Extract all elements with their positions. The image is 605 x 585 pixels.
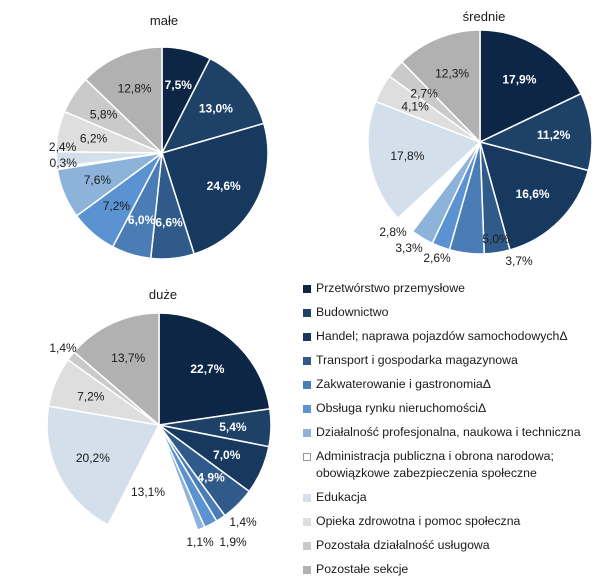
data-label: 5,8% xyxy=(90,107,118,121)
data-label: 13,1% xyxy=(131,485,165,499)
legend-swatch xyxy=(303,332,311,341)
data-label: 5,4% xyxy=(219,420,247,434)
data-label: 3,7% xyxy=(505,254,533,268)
data-label: 20,2% xyxy=(76,451,110,465)
legend-swatch xyxy=(303,284,311,293)
legend-swatch xyxy=(303,308,311,317)
legend-label: Handel; naprawa pojazdów samochodowychΔ xyxy=(316,329,568,343)
legend-swatch xyxy=(303,493,311,502)
legend-item: Handel; naprawa pojazdów samochodowychΔ xyxy=(303,328,603,345)
data-label: 6,6% xyxy=(155,216,183,230)
legend-item: Administracja publiczna i obrona narodow… xyxy=(303,448,603,482)
pie-slice xyxy=(107,423,199,538)
data-label: 16,6% xyxy=(516,187,550,201)
data-label: 5,0% xyxy=(482,232,510,246)
legend-item: Obsługa rynku nieruchomościΔ xyxy=(303,400,603,417)
legend-item: Budownictwo xyxy=(303,304,603,321)
legend-item: Zakwaterowanie i gastronomiaΔ xyxy=(303,376,603,393)
data-label: 1,9% xyxy=(219,535,247,549)
legend-label: Przetwórstwo przemysłowe xyxy=(316,281,465,295)
data-label: 13,7% xyxy=(111,351,145,365)
legend-swatch xyxy=(303,356,311,365)
pie-slice xyxy=(477,92,593,172)
pie-slice xyxy=(400,29,481,144)
legend-item: Działalność profesjonalna, naukowa i tec… xyxy=(303,424,603,441)
pie-title: średnie xyxy=(463,9,506,24)
data-label: 2,7% xyxy=(410,87,438,101)
pie-slice xyxy=(479,29,583,144)
pie-slice xyxy=(161,122,269,255)
legend-label: Administracja publiczna i obrona narodow… xyxy=(316,449,554,480)
legend-label: Zakwaterowanie i gastronomiaΔ xyxy=(316,377,491,391)
legend-item: Pozostałe sekcje xyxy=(303,561,603,578)
data-label: 2,4% xyxy=(49,140,77,154)
data-label: 13,0% xyxy=(199,101,233,115)
data-label: 22,7% xyxy=(190,362,224,376)
legend-swatch xyxy=(303,404,311,413)
pie-1: małe 7,5% 13,0% 24,6% 6,6%6,0%7,2% 7,6% 0,3% 2,… xyxy=(49,13,269,260)
data-label: 12,3% xyxy=(435,67,469,81)
data-label: 12,8% xyxy=(118,82,152,96)
data-label: 24,6% xyxy=(207,179,241,193)
legend-swatch xyxy=(303,380,311,389)
pie-slice xyxy=(160,57,265,155)
legend-label: Pozostała działalność usługowa xyxy=(316,538,490,552)
legend-label: Edukacja xyxy=(316,490,367,504)
data-label: 2,8% xyxy=(379,225,407,239)
legend-label: Budownictwo xyxy=(316,305,389,319)
data-label: 7,2% xyxy=(103,199,131,213)
data-label: 11,2% xyxy=(537,128,571,142)
legend-swatch xyxy=(303,541,311,550)
data-label: 17,9% xyxy=(502,73,536,87)
data-label: 4,9% xyxy=(197,470,225,484)
pie-slice xyxy=(84,46,163,155)
data-label: 1,4% xyxy=(49,341,77,355)
data-label: 1,4% xyxy=(229,515,257,529)
legend-item: Opieka zdrowotna i pomoc społeczna xyxy=(303,513,603,530)
legend-item: Edukacja xyxy=(303,489,603,506)
legend-label: Transport i gospodarka magazynowa xyxy=(316,353,518,367)
legend-label: Obsługa rynku nieruchomościΔ xyxy=(316,401,487,415)
legend-swatch xyxy=(303,565,311,574)
data-label: 6,0% xyxy=(128,213,156,227)
data-label: 4,1% xyxy=(401,100,429,114)
data-label: 7,2% xyxy=(77,390,105,404)
data-label: 7,6% xyxy=(84,173,112,187)
pie-3: duże 22,7% 5,4% 7,0% 4,9% 1,4% 1,9% 1,1% 13,1% 20… xyxy=(46,287,272,549)
legend-swatch xyxy=(303,428,311,437)
data-label: 17,8% xyxy=(390,149,424,163)
legend-swatch xyxy=(303,452,311,461)
legend-swatch xyxy=(303,517,311,526)
data-label: 7,5% xyxy=(165,78,193,92)
data-label: 7,0% xyxy=(213,448,241,462)
data-label: 1,1% xyxy=(186,535,214,549)
pie-title: małe xyxy=(150,13,178,28)
legend-item: Przetwórstwo przemysłowe xyxy=(303,280,603,297)
pie-2: średnie 17,9% 11,2% 16,6% 3,7% 5,0% 2,6%3,3% 2,… xyxy=(367,9,593,268)
legend-label: Działalność profesjonalna, naukowa i tec… xyxy=(316,425,581,439)
data-label: 6,2% xyxy=(80,132,108,146)
legend-item: Transport i gospodarka magazynowa xyxy=(303,352,603,369)
pie-slice xyxy=(46,405,161,526)
pie-slice xyxy=(158,312,271,426)
data-label: 0,3% xyxy=(50,156,78,170)
pie-slice xyxy=(367,100,482,220)
legend-item: Pozostała działalność usługowa xyxy=(303,537,603,554)
data-label: 2,6% xyxy=(423,251,451,265)
legend-label: Pozostałe sekcje xyxy=(316,562,409,576)
pie-slice xyxy=(73,312,160,427)
legend: Przetwórstwo przemysłowe Budownictwo Hande… xyxy=(303,280,603,585)
legend-label: Opieka zdrowotna i pomoc społeczna xyxy=(316,514,521,528)
pie-slice xyxy=(478,140,590,251)
data-label: 3,3% xyxy=(395,241,423,255)
pie-title: duże xyxy=(149,287,177,302)
